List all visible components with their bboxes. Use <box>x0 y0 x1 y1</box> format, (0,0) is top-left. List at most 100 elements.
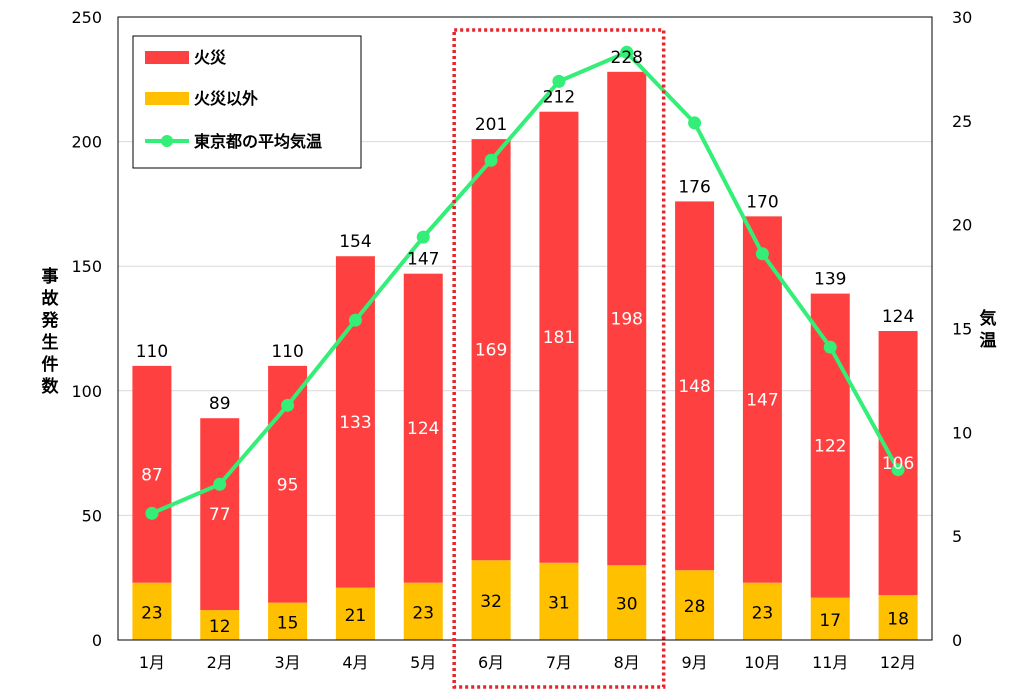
x-tick-label: 8月 <box>614 653 640 672</box>
bar-fire-value: 124 <box>407 419 439 439</box>
bar-other <box>675 570 715 640</box>
y-right-tick-label: 0 <box>952 631 962 650</box>
bar-other <box>607 565 647 640</box>
y-axis-label-char: 生 <box>42 332 59 353</box>
data-labels: 23 87 110 12 77 89 15 95 110 21 133 154 23 124 147 32 16… <box>136 48 915 637</box>
y-right-tick-label: 30 <box>952 8 972 27</box>
bar-other-value: 18 <box>887 610 909 630</box>
temperature-point <box>688 116 702 130</box>
bar-fire <box>403 273 443 583</box>
temperature-point <box>755 247 769 261</box>
bar-other-value: 21 <box>345 606 367 626</box>
temperature-point <box>891 463 905 477</box>
bar-other <box>742 582 782 640</box>
bar-total-value: 110 <box>136 342 168 362</box>
temperature-line <box>145 45 905 520</box>
x-tick-label: 12月 <box>880 653 916 672</box>
legend-label-temperature: 東京都の平均気温 <box>194 132 322 151</box>
legend-label-other: 火災以外 <box>194 89 258 108</box>
legend: 火災 火災以外 東京都の平均気温 <box>132 35 362 169</box>
y-tick-label: 50 <box>82 506 102 525</box>
bar-other <box>471 560 511 640</box>
x-tick-label: 11月 <box>812 653 848 672</box>
bar-other <box>810 597 850 640</box>
x-tick-label: 10月 <box>744 653 780 672</box>
bar-other-value: 23 <box>141 603 163 623</box>
bar-total-value: 110 <box>271 342 303 362</box>
plot-frame <box>117 16 933 641</box>
legend-label-fire: 火災 <box>194 48 227 67</box>
axes: 0 50 100 150 200 250 0 5 10 15 20 25 30 1月 2月 3月 4月 5月 6月 7… <box>41 8 997 672</box>
bar-other-value: 28 <box>684 597 706 617</box>
bar-fire <box>200 418 240 611</box>
bar-fire <box>878 330 918 596</box>
legend-swatch-other <box>145 92 189 105</box>
bar-fire-value: 87 <box>141 465 163 485</box>
bar-other-value: 23 <box>752 603 774 623</box>
y-right-tick-label: 15 <box>952 320 972 339</box>
bar-other-value: 17 <box>819 611 841 631</box>
temperature-point <box>281 398 295 412</box>
y-tick-label: 250 <box>71 8 102 27</box>
bar-fire-value: 181 <box>543 328 575 348</box>
y-right-axis-label-char: 温 <box>980 331 997 351</box>
bar-fire <box>607 71 647 566</box>
bar-other-value: 23 <box>412 603 434 623</box>
bar-other-value: 12 <box>209 617 231 637</box>
temperature-point <box>484 153 498 167</box>
bar-fire-value: 148 <box>678 377 710 397</box>
y-axis-label-char: 数 <box>42 376 60 397</box>
bar-fire-value: 95 <box>277 475 299 495</box>
bar-other <box>200 610 240 640</box>
bar-other-value: 30 <box>616 595 638 615</box>
y-right-tick-label: 25 <box>952 112 972 131</box>
x-tick-label: 6月 <box>478 653 504 672</box>
x-tick-label: 2月 <box>207 653 233 672</box>
y-axis-label-char: 発 <box>41 310 60 331</box>
temperature-line-path <box>151 50 900 516</box>
temperature-point <box>823 340 837 354</box>
bar-fire-value: 122 <box>814 437 846 457</box>
x-tick-label: 5月 <box>410 653 436 672</box>
bar-fire <box>742 216 782 583</box>
x-tick-label: 7月 <box>546 653 572 672</box>
bar-total-value: 89 <box>209 394 231 414</box>
bar-other <box>539 562 579 640</box>
bar-other <box>403 582 443 640</box>
temperature-point <box>145 506 159 520</box>
bar-fire-value: 106 <box>882 454 914 474</box>
bar-other <box>878 595 918 640</box>
bar-total-value: 176 <box>678 177 710 197</box>
temperature-point <box>416 230 430 244</box>
y-tick-label: 100 <box>71 382 102 401</box>
x-tick-label: 9月 <box>681 653 707 672</box>
bar-other-value: 31 <box>548 593 570 613</box>
x-tick-label: 1月 <box>139 653 165 672</box>
bar-total-value: 212 <box>543 88 575 108</box>
y-tick-label: 150 <box>71 257 102 276</box>
legend-swatch-fire <box>145 51 189 64</box>
bar-total-value: 139 <box>814 270 846 290</box>
y-right-tick-label: 5 <box>952 527 962 546</box>
highlight <box>452 28 666 689</box>
temperature-point <box>552 74 566 88</box>
bar-total-value: 147 <box>407 250 439 270</box>
bars <box>132 71 918 640</box>
y-tick-label: 200 <box>71 133 102 152</box>
bar-other <box>268 602 308 640</box>
bar-fire-value: 198 <box>611 310 643 330</box>
bar-other-value: 15 <box>277 613 299 633</box>
bar-total-value: 201 <box>475 115 507 135</box>
bar-other <box>132 582 172 640</box>
bar-fire <box>335 256 375 588</box>
y-right-axis-label-char: 気 <box>979 308 997 329</box>
bar-fire <box>471 139 511 561</box>
y-tick-label: 0 <box>92 631 102 650</box>
bar-fire <box>539 111 579 563</box>
x-tick-label: 4月 <box>342 653 368 672</box>
legend-marker-temperature <box>161 135 173 147</box>
temperature-point <box>213 477 227 491</box>
y-right-tick-label: 20 <box>952 216 972 235</box>
bar-other <box>335 587 375 640</box>
